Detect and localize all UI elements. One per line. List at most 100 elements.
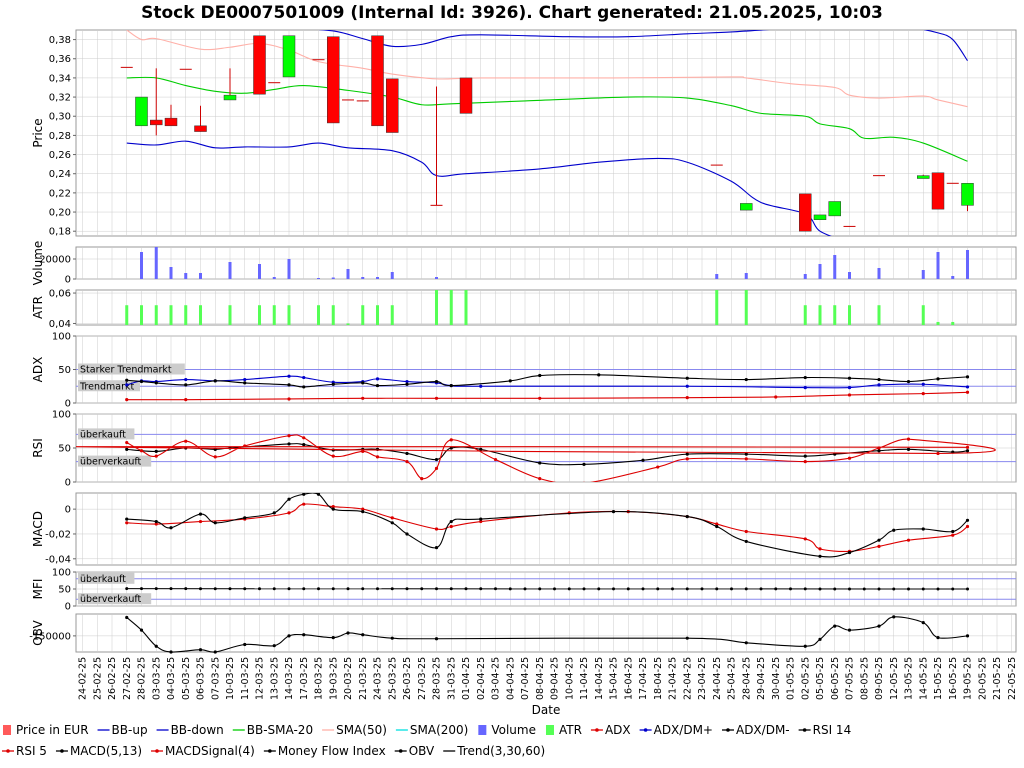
candle-body	[282, 35, 296, 78]
mfi-band-box	[78, 572, 135, 584]
legend-label: SMA(50)	[336, 723, 387, 737]
obv-point	[685, 636, 689, 640]
legend-label: OBV	[409, 744, 435, 758]
atr-bar	[833, 305, 837, 325]
macd-point	[685, 514, 689, 519]
atr-bar	[258, 305, 261, 325]
rsi-band-label: überverkauft	[80, 457, 142, 468]
rsi5-point	[583, 481, 585, 482]
macd-point	[154, 519, 158, 524]
macd-signal-point	[125, 521, 129, 525]
volume-bar	[154, 247, 158, 279]
volume-bar	[287, 259, 291, 279]
volume-panel-frame	[75, 246, 1017, 280]
rsi5-point	[656, 465, 660, 469]
adx-band-box	[78, 363, 185, 375]
rsi5-point	[449, 438, 453, 442]
price-panel-ylabel: Price	[31, 118, 45, 147]
adx-dm-plus-point	[243, 377, 247, 382]
macd-panel-tick-label: 0	[65, 505, 71, 516]
mfi-panel-tick-label: 50	[58, 585, 71, 596]
adx-dm-plus-point	[184, 377, 188, 382]
rsi14-point	[641, 458, 645, 462]
atr-bar	[154, 305, 158, 325]
candle-body	[386, 78, 399, 133]
x-tick-label: 12-03-25	[255, 657, 266, 700]
macd-signal-point	[287, 511, 291, 515]
legend-item: Price in EUR	[3, 723, 89, 737]
legend-item: MACD(5,13)	[55, 744, 142, 758]
mfi-point	[272, 587, 276, 591]
adx-dm-plus-point	[847, 385, 852, 390]
x-tick-label: 26-02-25	[107, 657, 118, 700]
atr-bar	[317, 305, 320, 325]
x-tick-label: 02-05-25	[800, 657, 811, 700]
obv-point	[287, 634, 291, 638]
atr-bar	[936, 321, 940, 325]
x-tick-label: 27-02-25	[122, 657, 133, 700]
macd-point	[744, 539, 748, 544]
price-panel-frame	[75, 29, 1017, 237]
x-tick-label: 02-04-25	[476, 657, 487, 700]
macd-point	[921, 527, 925, 531]
adx-band-label: Starker Trendmarkt	[80, 365, 172, 376]
legend-marker	[155, 749, 159, 753]
obv-point	[744, 641, 748, 645]
x-tick-label: 07-05-25	[845, 657, 856, 700]
price-panel: 0,38 0,36 0,34 0,32 0,30 0,28 0,26 0,24 0,22 0,20…	[31, 29, 1017, 238]
macd-signal-point	[390, 516, 394, 520]
x-tick-label: 19-05-25	[963, 657, 974, 700]
x-tick-label: 18-03-25	[314, 657, 325, 700]
macd-point	[449, 519, 453, 524]
obv-point	[921, 621, 925, 625]
adx-point	[184, 398, 188, 402]
volume-bar	[818, 264, 822, 279]
legend-item: OBV	[394, 744, 435, 758]
candle-body	[931, 172, 945, 210]
mfi-point	[140, 587, 143, 591]
mfi-point	[907, 587, 910, 591]
x-tick-label: 16-04-25	[623, 657, 634, 700]
adx-dm-minus-point	[803, 375, 807, 380]
x-tick-label: 03-04-25	[491, 657, 502, 700]
mfi-point	[671, 587, 674, 591]
legend-item: ADX/DM-	[721, 723, 790, 737]
mfi-point	[774, 587, 778, 591]
rsi5-point	[906, 437, 911, 441]
legend-item: SMA(50)	[322, 723, 387, 737]
volume-bar	[877, 268, 881, 279]
volume-bar	[435, 277, 438, 279]
mfi-point	[523, 587, 527, 591]
macd-point	[169, 526, 173, 530]
x-tick-label: 22-05-25	[1007, 657, 1018, 700]
macd-signal-point	[361, 507, 365, 511]
mfi-point	[685, 587, 689, 591]
adx-point	[685, 396, 689, 400]
macd-point	[965, 518, 970, 522]
rsi5-point	[744, 457, 748, 461]
rsi14-point	[685, 452, 689, 456]
x-tick-label: 12-05-25	[889, 657, 900, 700]
legend-item: BB-SMA-20	[232, 723, 313, 737]
mfi-point	[833, 587, 837, 591]
mfi-point	[597, 587, 601, 591]
legend-marker	[726, 728, 730, 732]
rsi5-point	[361, 449, 365, 453]
adx-panel: 100 50 0 ADX Starker Trendmarkt Trendmarkt	[31, 332, 1017, 410]
rsi14-point	[906, 447, 911, 451]
volume-panel: 20000 0 Volume	[31, 241, 1017, 286]
macd-point	[361, 510, 365, 514]
candle-body	[135, 96, 148, 127]
obv-point	[434, 637, 439, 641]
mfi-point	[331, 587, 335, 591]
rsi-panel-tick-label: 100	[52, 410, 71, 421]
adx-dm-minus-point	[125, 378, 129, 382]
adx-point	[434, 396, 439, 400]
mfi-panel: 100 50 0 MFI überkauft überverkauft	[31, 568, 1017, 613]
macd-panel-ylabel: MACD	[31, 511, 45, 547]
x-tick-label: 15-05-25	[933, 657, 944, 700]
macd-point	[243, 516, 247, 520]
rsi5-point	[405, 460, 409, 464]
mfi-band-box	[78, 593, 152, 605]
